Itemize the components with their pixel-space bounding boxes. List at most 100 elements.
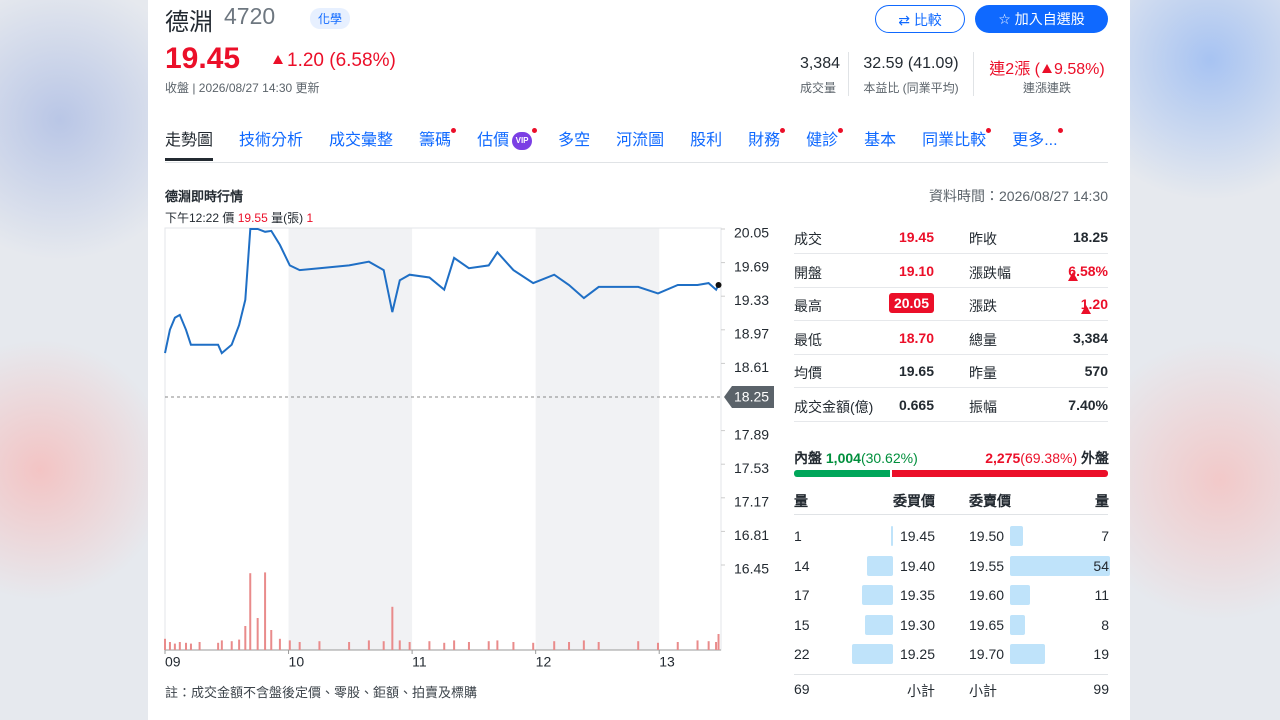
tab[interactable]: 走勢圖 [165, 128, 214, 161]
notification-dot [986, 128, 992, 133]
quote-row: 最低 18.70 總量 3,384 [794, 321, 1108, 355]
quote-value-text: 18.25 [1072, 229, 1108, 245]
quote-value: 20.05 [888, 293, 934, 314]
ask-bar [1010, 644, 1046, 664]
session-shade [288, 228, 413, 650]
separator [973, 52, 974, 96]
tab-label: 走勢圖 [165, 132, 214, 149]
notification-dot [838, 128, 844, 133]
tab[interactable]: 股利 [690, 128, 722, 158]
y-tick-label: 20.05 [734, 225, 769, 241]
tab[interactable]: 財務 [748, 128, 786, 158]
stat-label: 成交量 [799, 81, 836, 95]
quote-label: 均價 [794, 365, 822, 382]
volume-bar [382, 641, 385, 650]
y-tick-label: 17.89 [734, 426, 769, 442]
quote-value-text: 3,384 [1072, 329, 1108, 346]
volume-bar [288, 640, 291, 650]
notification-dot [780, 128, 786, 133]
separator [848, 52, 849, 96]
watchlist-button[interactable]: ☆ 加入自選股 [975, 5, 1108, 33]
tab[interactable]: 成交彙整 [329, 128, 393, 158]
volume-bar [217, 642, 220, 650]
volume-bar [173, 643, 176, 650]
volume-bar [715, 642, 718, 650]
ask-bar [1010, 585, 1031, 605]
stat-value: 連2漲 (9.58%) [974, 55, 1120, 79]
bid-total: 69 [794, 681, 810, 697]
industry-tag[interactable]: 化學 [310, 8, 351, 29]
volume-bar [244, 626, 247, 650]
tab[interactable]: 籌碼 [419, 128, 457, 158]
compare-button[interactable]: ⇄ 比較 [875, 5, 965, 33]
tab[interactable]: 更多... [1012, 128, 1063, 158]
tab[interactable]: 健診 [806, 128, 844, 158]
session-shade [535, 228, 660, 650]
tab[interactable]: 估價 VIP [477, 128, 538, 158]
quote-label: 振幅 [969, 399, 997, 415]
bid-qty: 15 [794, 616, 810, 633]
bid-total-label: 小計 [907, 683, 935, 699]
quote-value: 3,384 [1073, 330, 1108, 346]
tab-label: 河流圖 [616, 132, 665, 149]
volume-bar [230, 641, 233, 650]
bid-bar [861, 585, 893, 605]
ask-price: 19.60 [969, 587, 1005, 603]
quote-value: 6.58% [1068, 263, 1108, 281]
tab[interactable]: 多空 [558, 128, 590, 158]
volume-bar [348, 642, 351, 650]
bid-price: 19.45 [899, 528, 935, 544]
price-line [164, 228, 720, 355]
volume-bar [367, 640, 370, 650]
hover-price-label: 價 [222, 211, 235, 225]
quote-label: 昨量 [969, 365, 997, 382]
compare-label: 比較 [913, 12, 942, 28]
inner-label: 內盤 [794, 450, 822, 466]
volume-bar [568, 642, 571, 650]
volume-bar [264, 572, 267, 650]
volume-bar [656, 642, 659, 650]
stat-label: 連漲連跌 [1022, 81, 1071, 95]
volume-bar [270, 630, 273, 650]
tab-label: 成交彙整 [329, 132, 394, 149]
quote-label: 漲跌 [969, 298, 997, 315]
outer-percent: (69.38%) [1020, 450, 1078, 466]
volume-bar [391, 606, 394, 650]
volume-bar [398, 640, 401, 650]
tab-label: 多空 [558, 132, 591, 149]
quote-value: 7.40% [1068, 397, 1108, 413]
y-tick-label: 18.97 [734, 326, 769, 342]
volume-bar [185, 642, 188, 650]
ask-qty: 19 [1093, 646, 1109, 662]
x-tick-label: 13 [659, 654, 675, 670]
ask-qty: 7 [1101, 528, 1109, 544]
inner-volume-value: 1,004 [825, 450, 861, 466]
ask-price: 19.65 [969, 616, 1005, 633]
ask-total: 99 [1093, 681, 1109, 697]
quote-label: 成交 [794, 231, 822, 247]
tab-label: 健診 [806, 132, 839, 149]
divider [165, 162, 1108, 163]
tab[interactable]: 基本 [864, 128, 896, 158]
outer-volume-value: 2,275 [985, 450, 1021, 466]
volume-bar [220, 640, 223, 650]
volume-bar [496, 640, 499, 650]
tab[interactable]: 同業比較 [922, 128, 992, 158]
hover-volume: 1 [306, 211, 314, 225]
book-header: 量 [1095, 493, 1109, 509]
inner-volume: 內盤 1,004(30.62%) [794, 448, 918, 468]
quote-value: 19.45 [898, 229, 934, 245]
tab[interactable]: 河流圖 [616, 128, 664, 158]
quote-label: 昨收 [969, 231, 997, 247]
tab-label: 估價 [477, 132, 510, 149]
tab[interactable]: 技術分析 [239, 128, 303, 158]
y-tick-label: 19.33 [734, 292, 769, 308]
volume-bar [318, 641, 321, 650]
streak-prefix: 連2漲 ( [989, 61, 1040, 78]
volume-bar [443, 642, 446, 650]
volume-bar [198, 642, 201, 650]
notification-dot [532, 128, 538, 133]
y-tick-label: 18.61 [734, 359, 769, 375]
